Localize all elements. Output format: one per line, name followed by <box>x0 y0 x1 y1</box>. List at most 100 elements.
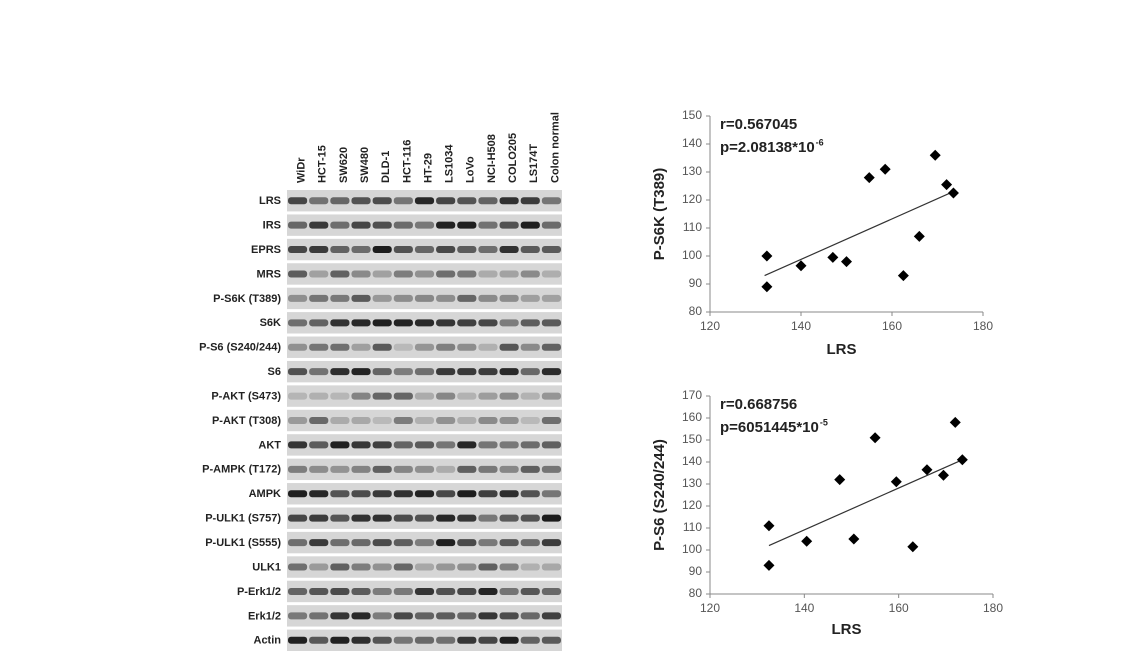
blot-band <box>541 539 561 547</box>
blot-band <box>436 465 456 473</box>
y-tick-label: 100 <box>682 248 702 262</box>
blot-band <box>436 441 456 449</box>
blot-band <box>288 514 308 522</box>
blot-band <box>520 514 540 522</box>
lane-label: DLD-1 <box>380 151 392 183</box>
blot-band <box>499 539 519 547</box>
blot-band <box>436 270 456 278</box>
point <box>907 541 919 553</box>
blot-band <box>414 514 435 522</box>
blot-band <box>478 636 498 644</box>
x-tick-label: 120 <box>700 319 720 333</box>
x-tick-label: 140 <box>791 319 811 333</box>
lane-label: NCI-H508 <box>486 134 498 183</box>
blot-band <box>309 539 329 547</box>
row-label: AKT <box>258 439 281 451</box>
blot-band <box>457 197 477 205</box>
blot-band <box>351 368 371 376</box>
blot-band <box>351 563 371 571</box>
blot-band <box>288 294 308 302</box>
blot-band <box>520 197 540 205</box>
lane-label: LoVo <box>465 156 477 183</box>
blot-band <box>330 539 350 547</box>
x-axis-label: LRS <box>832 621 862 638</box>
blot-band <box>457 343 477 351</box>
blot-band <box>393 294 413 302</box>
blot-band <box>393 392 413 400</box>
blot-band <box>541 392 561 400</box>
blot-band <box>330 636 350 644</box>
blot-band <box>436 392 456 400</box>
lane-label: Colon normal <box>549 112 561 183</box>
y-axis-label: P-S6 (S240/244) <box>651 439 668 551</box>
blot-band <box>330 368 350 376</box>
blot-band <box>541 417 561 424</box>
blot-band <box>351 465 371 473</box>
blot-band <box>351 294 371 302</box>
annotation-superscript: -6 <box>816 137 824 147</box>
row-label: P-Erk1/2 <box>237 586 281 598</box>
blot-band <box>330 319 350 327</box>
blot-band <box>288 319 308 327</box>
blot-band <box>520 465 540 473</box>
point <box>879 163 891 175</box>
blot-band <box>330 514 350 522</box>
row-label: EPRS <box>251 244 281 256</box>
blot-band <box>478 490 498 498</box>
blot-strip <box>287 287 562 310</box>
blot-band <box>478 392 498 400</box>
blot-band <box>499 417 519 424</box>
x-tick-label: 180 <box>973 319 993 333</box>
blot-band <box>457 563 477 571</box>
blot-band <box>309 636 329 644</box>
blot-band <box>414 490 435 498</box>
blot-band <box>372 587 392 595</box>
blot-band <box>393 368 413 376</box>
blot-band <box>288 490 308 498</box>
blot-band <box>372 539 392 547</box>
blot-band <box>330 246 350 254</box>
blot-band <box>541 246 561 254</box>
blot-band <box>541 636 561 644</box>
blot-band <box>393 636 413 644</box>
blot-band <box>330 587 350 595</box>
lane-label: SW480 <box>359 147 371 183</box>
x-axis-label: LRS <box>827 341 857 358</box>
y-tick-label: 140 <box>682 136 702 150</box>
point <box>848 533 860 545</box>
blot-band <box>288 539 308 547</box>
blot-band <box>372 417 392 424</box>
blot-band <box>288 343 308 351</box>
y-axis-label: P-S6K (T389) <box>651 168 668 261</box>
blot-strip <box>287 214 562 236</box>
point <box>890 476 902 488</box>
blot-band <box>351 270 371 278</box>
blot-band <box>541 514 561 522</box>
blot-band <box>372 294 392 302</box>
point <box>949 416 961 428</box>
blot-band <box>288 270 308 278</box>
y-tick-label: 100 <box>682 542 702 556</box>
blot-band <box>309 417 329 424</box>
blot-band <box>330 563 350 571</box>
blot-band <box>541 343 561 351</box>
blot-band <box>393 490 413 498</box>
blot-band <box>414 563 435 571</box>
point <box>763 559 775 571</box>
blot-band <box>520 490 540 498</box>
point <box>761 281 773 293</box>
blot-band <box>309 319 329 327</box>
blot-band <box>393 221 413 229</box>
row-label: IRS <box>263 220 281 232</box>
blot-band <box>436 490 456 498</box>
blot-band <box>288 368 308 376</box>
blot-band <box>457 392 477 400</box>
blot-band <box>414 417 435 424</box>
row-label: P-AMPK (T172) <box>202 464 281 476</box>
blot-band <box>414 294 435 302</box>
blot-band <box>288 563 308 571</box>
blot-band <box>351 417 371 424</box>
blot-strip <box>287 531 562 554</box>
x-tick-label: 120 <box>700 601 720 615</box>
blot-band <box>478 294 498 302</box>
